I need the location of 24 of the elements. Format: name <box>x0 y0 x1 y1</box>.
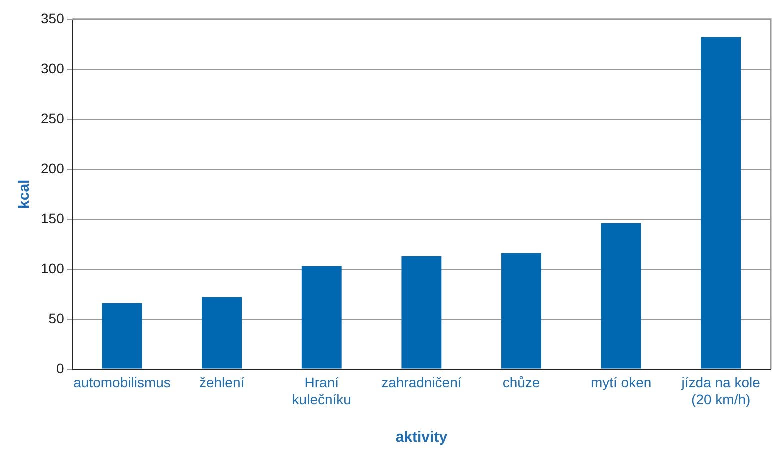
bar <box>701 37 742 369</box>
x-tick-label: mytí oken <box>590 374 652 391</box>
y-tick-label: 250 <box>41 110 65 126</box>
y-tick-label: 0 <box>56 360 65 376</box>
x-tick-label: jízda na kole (20 km/h) <box>680 374 761 408</box>
x-tick-label: Hraní kulečníku <box>292 374 352 408</box>
x-tick-label: zahradničení <box>382 374 462 391</box>
bar <box>502 253 542 369</box>
x-axis-title: aktivity <box>396 429 448 446</box>
bar <box>302 266 342 369</box>
bar <box>102 303 142 369</box>
y-tick-label: 200 <box>41 160 65 176</box>
y-tick-label: 150 <box>41 210 65 226</box>
y-tick-label: 350 <box>41 10 65 26</box>
y-tick-label: 300 <box>41 60 65 76</box>
y-axis-title: kcal <box>16 180 34 209</box>
x-tick-label: automobilismus <box>74 374 171 391</box>
y-tick-label: 100 <box>41 260 65 276</box>
bar <box>202 297 242 369</box>
x-tick-label: chůze <box>502 374 540 391</box>
x-tick-label: žehlení <box>199 374 245 391</box>
bar <box>402 256 442 369</box>
bar <box>601 223 642 369</box>
y-tick-label: 50 <box>48 310 65 326</box>
